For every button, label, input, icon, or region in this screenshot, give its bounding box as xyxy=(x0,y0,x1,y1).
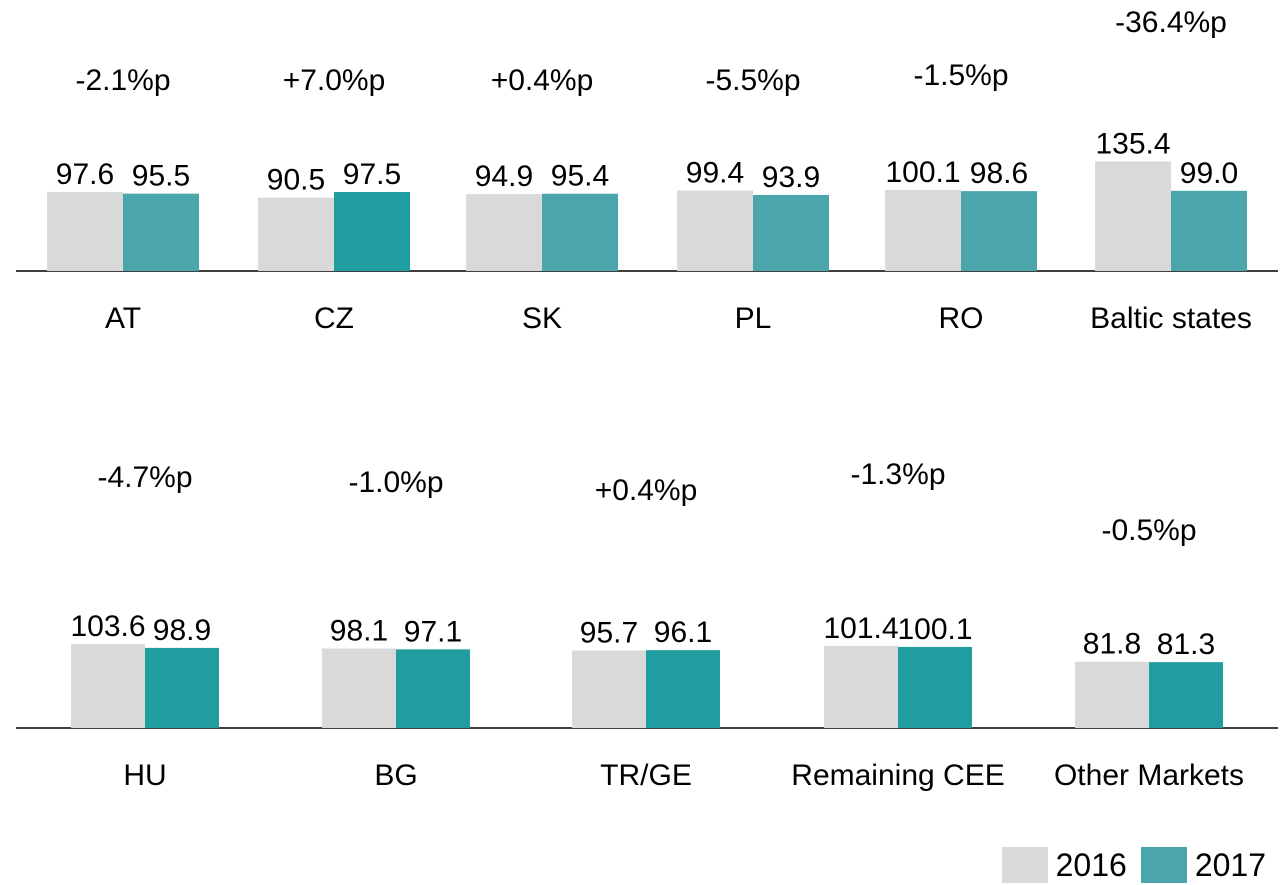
category-label: PL xyxy=(735,302,772,335)
data-label-2017: 95.4 xyxy=(551,160,609,193)
data-label-2017: 97.5 xyxy=(343,158,401,191)
category-label: HU xyxy=(123,759,166,792)
bar-2016 xyxy=(572,650,646,728)
data-label-2016: 97.6 xyxy=(56,158,114,191)
category-label: CZ xyxy=(314,302,354,335)
bar-2016 xyxy=(466,194,542,271)
bar-2016 xyxy=(824,645,898,728)
category-label: Baltic states xyxy=(1090,302,1252,335)
change-annotation: -4.7%p xyxy=(97,461,192,494)
bar-2017 xyxy=(753,194,829,271)
data-label-2017: 100.1 xyxy=(897,613,972,646)
bar-2017 xyxy=(961,191,1037,271)
change-annotation: -0.5%p xyxy=(1101,514,1196,547)
category-label: BG xyxy=(374,759,417,792)
data-label-2016: 135.4 xyxy=(1095,127,1170,160)
category-label: Other Markets xyxy=(1054,759,1244,792)
bar-2016 xyxy=(885,189,961,271)
change-annotation: +0.4%p xyxy=(491,64,594,97)
change-annotation: -1.5%p xyxy=(913,59,1008,92)
legend-swatch-2016 xyxy=(1001,847,1048,883)
data-label-2016: 90.5 xyxy=(267,164,325,197)
bar-2017 xyxy=(1171,190,1247,271)
bar-2017 xyxy=(898,646,972,728)
category-label: AT xyxy=(105,302,141,335)
change-annotation: +7.0%p xyxy=(283,64,386,97)
data-label-2017: 93.9 xyxy=(762,161,820,194)
data-label-2016: 100.1 xyxy=(885,156,960,189)
bar-2017 xyxy=(542,193,618,271)
bar-2016 xyxy=(1075,661,1149,728)
change-annotation: +0.4%p xyxy=(595,474,698,507)
legend-swatch-2017 xyxy=(1140,847,1187,883)
bar-2017 xyxy=(334,192,410,271)
data-label-2017: 98.6 xyxy=(970,157,1028,190)
data-label-2016: 103.6 xyxy=(70,610,145,643)
change-annotation: -36.4%p xyxy=(1115,6,1227,39)
data-label-2016: 81.8 xyxy=(1083,628,1141,661)
data-label-2017: 98.9 xyxy=(153,614,211,647)
data-label-2016: 95.7 xyxy=(580,616,638,649)
data-label-2016: 98.1 xyxy=(330,615,388,648)
category-label: RO xyxy=(939,302,984,335)
bar-2016 xyxy=(71,644,145,728)
data-label-2016: 99.4 xyxy=(686,156,744,189)
data-label-2017: 81.3 xyxy=(1157,628,1215,661)
change-annotation: -1.0%p xyxy=(348,466,443,499)
bar-2016 xyxy=(322,648,396,728)
bar-2016 xyxy=(677,190,753,271)
legend: 2016 2017 xyxy=(988,845,1266,885)
bar-2017 xyxy=(396,649,470,728)
data-label-2017: 96.1 xyxy=(654,616,712,649)
bar-2016 xyxy=(258,197,334,271)
data-label-2016: 94.9 xyxy=(475,160,533,193)
category-label: Remaining CEE xyxy=(791,759,1004,792)
category-label: TR/GE xyxy=(600,759,692,792)
change-annotation: -5.5%p xyxy=(705,64,800,97)
legend-item-2017: 2017 xyxy=(1140,846,1266,884)
legend-item-2016: 2016 xyxy=(1001,846,1127,884)
bar-2017 xyxy=(646,650,720,728)
data-label-2017: 95.5 xyxy=(132,160,190,193)
bar-2017 xyxy=(145,647,219,728)
legend-label-2017: 2017 xyxy=(1194,846,1266,883)
change-annotation: -1.3%p xyxy=(850,458,945,491)
bar-2017 xyxy=(1149,662,1223,728)
data-label-2017: 99.0 xyxy=(1180,157,1238,190)
bar-2016 xyxy=(1095,161,1171,271)
legend-label-2016: 2016 xyxy=(1055,846,1127,883)
data-label-2016: 101.4 xyxy=(823,612,898,645)
category-label: SK xyxy=(522,302,562,335)
bar-2016 xyxy=(47,191,123,271)
bar-2017 xyxy=(123,193,199,271)
change-annotation: -2.1%p xyxy=(75,64,170,97)
data-label-2017: 97.1 xyxy=(404,615,462,648)
